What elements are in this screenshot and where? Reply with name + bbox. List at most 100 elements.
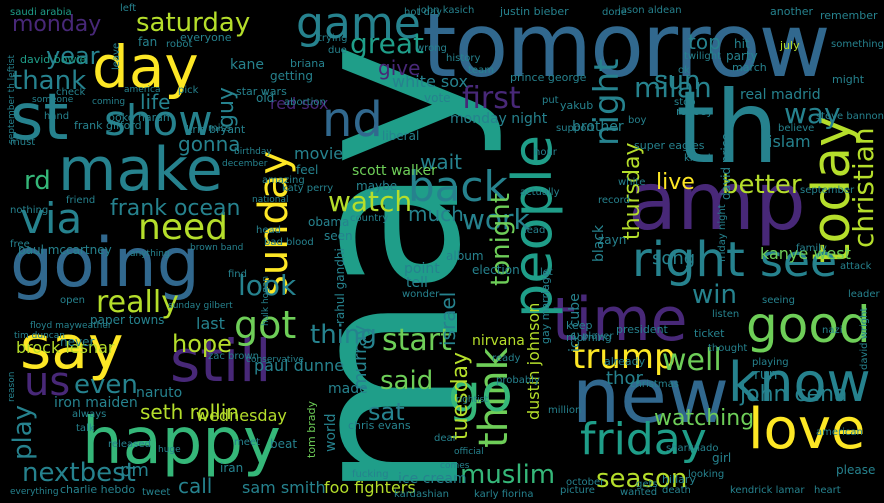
word-life: life	[140, 90, 171, 114]
word-meet: meet	[234, 437, 260, 448]
word-morning: morning	[566, 331, 612, 344]
word-tweet: tweet	[142, 487, 171, 498]
word-sat: sat	[368, 398, 405, 426]
word-kane: kane	[230, 57, 264, 73]
word-run: run	[754, 367, 778, 383]
word-must: must	[10, 137, 36, 148]
word-seen: seen	[324, 229, 353, 243]
word-march: march	[732, 61, 767, 74]
word-islam: islam	[768, 132, 811, 151]
word-tim-duncan: tim duncan	[14, 331, 65, 341]
word-really: really	[96, 285, 179, 320]
word-player: player	[582, 331, 614, 342]
word-make: make	[58, 135, 223, 205]
word-better: better	[722, 170, 802, 200]
word-beat: beat	[270, 437, 298, 451]
word-well: well	[662, 343, 722, 378]
word-check: check	[56, 87, 86, 98]
word-game: game	[296, 0, 421, 49]
word-rousey: rousey	[676, 105, 713, 118]
word-tom-brady: tom brady	[305, 401, 318, 458]
word-gay-marriage: gay marriage	[539, 270, 552, 344]
word-thank: thank	[12, 66, 87, 96]
word-season: season	[596, 464, 688, 494]
word-wait: wait	[420, 150, 463, 174]
word-movie: movie	[294, 144, 344, 163]
word-year: year	[46, 42, 100, 70]
word-country: country	[350, 213, 389, 224]
word-open: open	[60, 295, 85, 306]
word-picture: picture	[560, 485, 595, 496]
word-john-kasich: john kasich	[418, 5, 475, 16]
word-star-wars: star wars	[236, 85, 287, 98]
word-rightist: rightist	[456, 395, 488, 405]
word-white: white	[618, 177, 646, 188]
word-justin-bieber: justin bieber	[500, 5, 569, 18]
word-thought: thought	[708, 343, 748, 354]
word-getting: getting	[270, 69, 313, 83]
word-listen: listen	[712, 309, 740, 320]
word-election: election	[472, 263, 520, 277]
word-feel: feel	[296, 163, 319, 177]
word-said: said	[380, 366, 434, 396]
word-trying: trying	[318, 33, 348, 44]
word-david-wright: david wright	[859, 307, 870, 370]
word-looking: looking	[688, 469, 725, 480]
word-watching: watching	[654, 406, 755, 431]
word-ticket: ticket	[694, 327, 725, 340]
word-nextbest: nextbest	[22, 458, 136, 488]
word-naruto: naruto	[136, 385, 183, 401]
word-st: st	[10, 81, 69, 155]
word-thursday: thursday	[620, 142, 645, 241]
word-gets: gets	[636, 479, 658, 490]
word-us: us	[24, 359, 71, 405]
word-playing: playing	[752, 357, 789, 368]
word-wednesday: wednesday	[196, 406, 287, 425]
word-frank-ocean: frank ocean	[110, 196, 241, 221]
word-history: history	[446, 53, 481, 64]
word-last: last	[196, 314, 225, 333]
word-good: good	[746, 296, 871, 354]
word-album: album	[446, 249, 484, 263]
word-american: american	[816, 427, 863, 438]
word-already: already	[604, 355, 646, 368]
word-girl: girl	[712, 451, 732, 465]
word-old: old	[256, 91, 275, 105]
word-frank-gifford: frank gifford	[74, 119, 142, 132]
word-monday: monday	[12, 12, 102, 37]
word-hand: hand	[44, 111, 70, 122]
word-sam-smith: sam smith	[242, 478, 326, 497]
word-live: live	[656, 170, 695, 195]
word-steve-bannon: steve bannon	[815, 111, 884, 122]
word-friday: friday	[580, 414, 707, 465]
word-anything: anything	[130, 249, 170, 259]
word-record: record	[598, 195, 630, 206]
word-trump: trump	[572, 337, 676, 377]
word-right: right	[632, 232, 745, 288]
word-fucking: fucking	[352, 469, 389, 480]
word-via: via	[20, 194, 83, 243]
word-brock-lesnar: brock lesnar	[16, 338, 115, 357]
word-conservative: conservative	[246, 355, 304, 365]
word-iran: iran	[220, 461, 244, 475]
word-pm: pm	[120, 460, 149, 481]
word-seeing: seeing	[762, 295, 795, 306]
word-tomorrow: tomorrow	[422, 0, 831, 97]
word-team: team	[468, 65, 494, 76]
word-hour: hour	[534, 147, 557, 158]
word-head: head	[256, 225, 281, 236]
word-remember: remember	[820, 9, 878, 22]
word-yakub: yakub	[560, 99, 594, 112]
word-nazi: nazi	[822, 325, 843, 336]
word-david-bowie: david bowie	[20, 53, 87, 66]
word-sunday-gilbert: sunday gilbert	[168, 301, 233, 311]
word-zayn: zayn	[598, 233, 627, 247]
word-everyone: everyone	[180, 31, 232, 44]
word-wanted: wanted	[620, 487, 658, 498]
word-ready: ready	[492, 353, 521, 364]
word-believe: believe	[778, 123, 815, 134]
word-friend: friend	[66, 195, 96, 206]
word-watch: watch	[328, 185, 413, 218]
word-christian: christian	[847, 127, 880, 248]
word-hulk-hogan: hulk hogan	[261, 275, 271, 326]
